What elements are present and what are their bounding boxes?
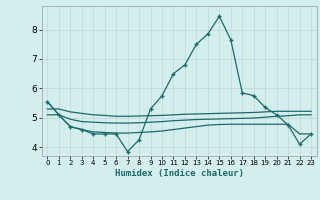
X-axis label: Humidex (Indice chaleur): Humidex (Indice chaleur) xyxy=(115,169,244,178)
